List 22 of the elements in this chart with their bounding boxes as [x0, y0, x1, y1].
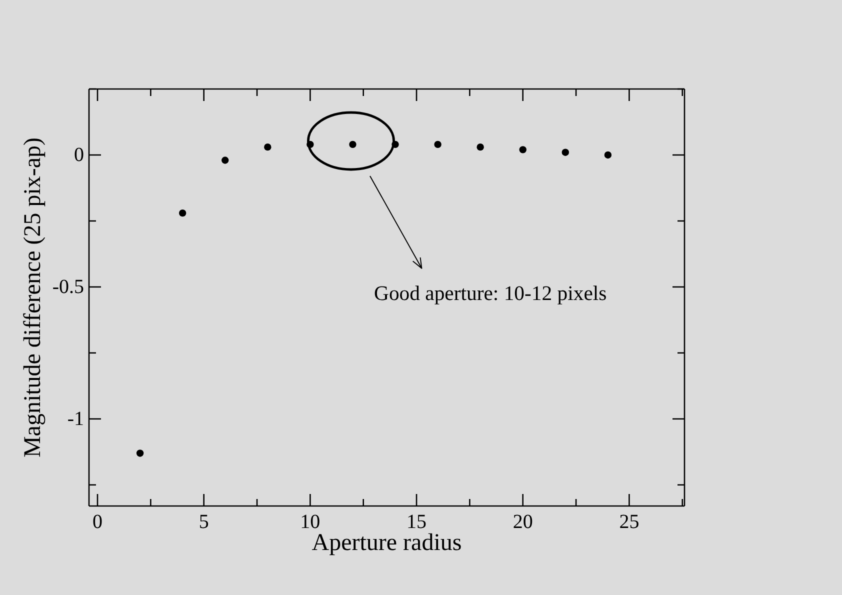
x-tick-label: 15 — [406, 511, 427, 533]
y-tick-label: -0.5 — [52, 276, 84, 298]
x-tick-label: 10 — [300, 511, 320, 533]
y-tick-label: 0 — [74, 144, 84, 166]
x-tick-label: 5 — [198, 511, 209, 533]
point — [136, 450, 144, 457]
annotation: Good aperture: 10-12 pixels — [374, 283, 607, 305]
x-tick-label: 0 — [92, 511, 103, 533]
point — [604, 151, 612, 159]
x-tick-label: 20 — [512, 511, 533, 533]
x-tick-label: 25 — [619, 511, 640, 533]
point — [264, 143, 272, 151]
y-axis-title: Magnitude difference (25 pix-ap) — [20, 137, 46, 458]
point — [434, 140, 442, 148]
x-axis-title: Aperture radius — [312, 530, 462, 556]
point — [178, 209, 186, 217]
point — [519, 146, 526, 154]
point — [476, 143, 484, 151]
point — [222, 156, 229, 164]
point — [349, 140, 356, 148]
point — [562, 148, 569, 156]
y-tick-label: -1 — [67, 408, 84, 430]
